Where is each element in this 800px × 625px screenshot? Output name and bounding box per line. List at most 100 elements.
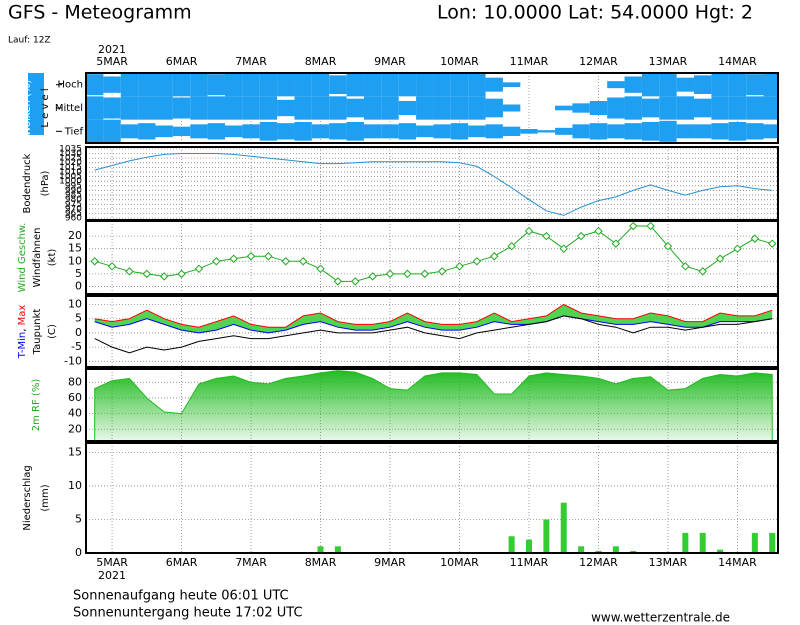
cloud-cell	[86, 119, 104, 143]
y-tick-label: -10	[64, 354, 82, 367]
marker	[750, 234, 760, 243]
y-tick-label: 975	[65, 200, 82, 210]
marker	[768, 239, 777, 248]
cloud-cell	[607, 97, 625, 119]
marker	[698, 267, 707, 276]
cloud-cell	[659, 73, 677, 97]
x-tick-label: 9MAR	[374, 556, 406, 569]
cloud-cell	[311, 73, 330, 97]
cloud-cell	[363, 73, 382, 97]
bar	[717, 549, 724, 553]
cloud-cell	[242, 96, 260, 120]
x-tick-label: 12MAR	[579, 55, 618, 68]
y-axis-label: 2m RF (%)	[31, 379, 42, 432]
cloud-cell	[138, 96, 156, 120]
marker	[420, 269, 429, 279]
cloud-cell	[450, 96, 469, 120]
area	[94, 370, 773, 442]
page-title: GFS - Meteogramm	[8, 2, 192, 24]
cloud-cell	[676, 124, 695, 139]
cloud-cell	[259, 96, 278, 120]
bar	[751, 532, 758, 553]
y-tick-label: 1005	[59, 172, 82, 182]
y-axis-label: (kt)	[47, 249, 58, 267]
x-tick-label: 7MAR	[235, 556, 267, 569]
cloud-cell	[346, 98, 364, 118]
cloud-cell	[416, 96, 434, 120]
cloud-cell	[155, 96, 173, 120]
cloud-cell	[746, 123, 764, 140]
cloud-cell	[589, 123, 608, 140]
cloud-cell	[485, 124, 503, 139]
panel-frame	[85, 220, 779, 295]
panel-frame	[85, 295, 779, 368]
cloud-cell	[520, 129, 538, 134]
marker	[611, 239, 621, 248]
bar	[560, 502, 567, 553]
bar	[543, 519, 550, 553]
cloud-cell	[329, 123, 347, 140]
cloud-cell	[172, 126, 191, 136]
marker	[542, 231, 551, 241]
y-axis-label-part: Wolken (%)	[22, 80, 33, 137]
y-tick-label: 985	[65, 191, 82, 201]
cloud-cell	[659, 96, 677, 120]
cloud-cell	[433, 96, 451, 120]
y-tick-label: 995	[65, 181, 82, 191]
marker	[646, 221, 655, 231]
cloud-cell	[207, 123, 225, 140]
cloud-cell	[224, 125, 243, 138]
level-label: Tief	[64, 126, 84, 137]
cloud-cell	[294, 96, 312, 120]
cloud-cell	[485, 77, 503, 92]
x-tick-label: 5MAR	[96, 55, 128, 68]
x-tick-label: 7MAR	[235, 55, 267, 68]
marker	[194, 264, 204, 274]
x-tick-label: 10MAR	[440, 556, 479, 569]
cloud-cell	[607, 81, 625, 89]
y-axis-label: (C)	[47, 324, 58, 339]
cloud-cell	[641, 73, 660, 97]
cloud-cell	[329, 96, 347, 120]
y-axis-label-part: Windfahnen	[32, 228, 43, 288]
cloud-cell	[172, 97, 191, 119]
cloud-cell	[346, 73, 364, 97]
y-axis-label: Wolken (%)	[22, 80, 33, 137]
cloud-cell	[433, 73, 451, 97]
y-axis-label: Niederschlag	[22, 465, 33, 530]
cloud-cell	[277, 99, 295, 117]
cloud-cell	[120, 73, 139, 97]
cloud-cell	[433, 124, 451, 139]
x-tick-label: 11MAR	[510, 55, 549, 68]
cloud-cell	[190, 73, 208, 97]
y-axis-label-part: ,	[17, 325, 28, 331]
y-tick-label: -5	[71, 340, 82, 353]
y-tick-label: 1015	[59, 163, 82, 173]
x-tick-label: 8MAR	[305, 55, 337, 68]
cloud-cell	[86, 96, 104, 120]
cloud-cell	[763, 96, 778, 120]
cloud-cell	[694, 124, 712, 139]
cloud-cell	[172, 73, 191, 97]
marker	[594, 226, 603, 236]
sunrise: Sonnenaufgang heute 06:01 UTC	[73, 589, 289, 604]
y-axis-label: Wind Geschw.	[17, 223, 28, 293]
cloud-cell	[468, 96, 486, 120]
marker	[629, 221, 638, 231]
y-axis-label-part: Wind Geschw.	[17, 223, 28, 293]
y-tick-label: 1000	[59, 177, 82, 187]
marker	[159, 272, 169, 281]
cloud-cell	[450, 123, 469, 140]
cloud-cell	[120, 96, 139, 120]
cloud-cell	[468, 125, 486, 138]
y-axis-label-part: (hPa)	[40, 170, 51, 196]
y-axis-label: (hPa)	[40, 170, 51, 196]
cloud-cell	[694, 98, 712, 118]
cloud-cell	[224, 73, 243, 97]
cloud-cell	[190, 124, 208, 139]
cloud-cell	[572, 124, 590, 139]
bar	[595, 550, 602, 553]
x-tick-label: 11MAR	[510, 556, 549, 569]
y-tick-label: 20	[68, 229, 82, 242]
cloud-cell	[207, 74, 225, 96]
